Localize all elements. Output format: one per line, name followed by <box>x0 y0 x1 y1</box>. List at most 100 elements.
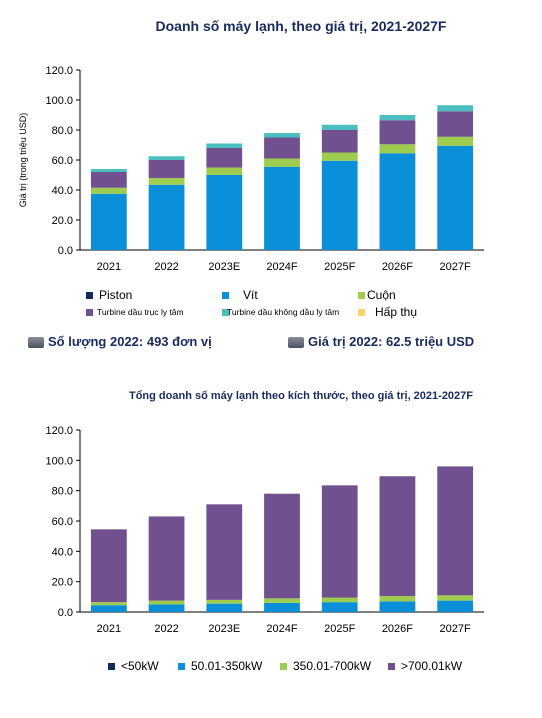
chart2-x-tick-label: 2022 <box>154 623 178 635</box>
chart2-bar-2024F-s1 <box>264 602 300 612</box>
kpi-value-text: Giá trị 2022: 62.5 triệu USD <box>308 334 475 349</box>
chart1-bar-2021-s1 <box>90 193 127 250</box>
chart1-bar-2027F-s4 <box>437 105 474 112</box>
chart2-bar-2025F-s1 <box>321 602 358 612</box>
chart1-bar-2023E-s4 <box>206 143 243 148</box>
chart2-x-tick-label: 2025F <box>324 623 355 635</box>
chart1-bar-2024F-s2 <box>264 158 300 167</box>
chart2-bar-2021-s2 <box>90 602 127 606</box>
chart1-bar-2024F-s1 <box>264 166 300 250</box>
legend-swatch-cuon <box>358 292 365 300</box>
chart2-y-tick-label: 120.0 <box>45 425 73 437</box>
chart1-bar-2027F-s2 <box>437 136 474 146</box>
chart1-bar-2025F-s2 <box>321 152 358 161</box>
legend-label-turbine-truc: Turbine dầu trục ly tâm <box>97 307 184 317</box>
chart2-bar-2022-s2 <box>148 600 185 605</box>
chart2-bar-2023E-s3 <box>206 504 243 600</box>
chart2-bar-2027F-s2 <box>437 595 474 601</box>
chart1-bar-2026F-s3 <box>379 120 416 145</box>
chart2-bar-2025F-s3 <box>321 485 358 598</box>
legend-swatch-50-350 <box>178 663 185 671</box>
chart1-bar-2025F-s1 <box>321 160 358 250</box>
legend-label-cuon: Cuộn <box>367 288 396 302</box>
chart1-bar-2022-s3 <box>148 160 185 178</box>
legend-swatch-turbine-khong-dau <box>222 309 229 317</box>
chart2-x-tick-label: 2023E <box>208 623 240 635</box>
legend-label-lt50: <50kW <box>121 659 159 673</box>
chart1-x-tick-label: 2025F <box>324 261 355 273</box>
chart1-bar-2027F-s1 <box>437 145 474 250</box>
chart1-bar-2025F-s4 <box>321 124 358 130</box>
chart1-bar-2027F-s3 <box>437 111 474 137</box>
legend-item-turbine-truc: Turbine dầu trục ly tâm <box>86 307 184 317</box>
chart1-bar-2022-s1 <box>148 184 185 250</box>
chart2-y-tick-label: 0.0 <box>58 607 73 619</box>
legend-swatch-lt50 <box>108 663 115 671</box>
legend-label-turbine-khong-dau: Turbine dầu không dầu ly tâm <box>227 307 340 317</box>
chart2-bar-2021-s3 <box>90 529 127 603</box>
chart2-y-tick-label: 100.0 <box>45 455 73 467</box>
chart1-bar-2023E-s2 <box>206 167 243 175</box>
chart1-x-tick-label: 2021 <box>97 261 121 273</box>
kpi-value: Giá trị 2022: 62.5 triệu USD <box>288 334 474 349</box>
legend-swatch-hap-thu <box>358 309 365 317</box>
chart1-y-tick-label: 120.0 <box>45 65 73 77</box>
kpi-volume: Số lượng 2022: 493 đơn vị <box>28 334 212 349</box>
chart1-bar-2026F-s4 <box>379 115 416 121</box>
chart1-bar-2026F-s2 <box>379 144 416 154</box>
chart2-x-tick-label: 2021 <box>97 623 121 635</box>
chart2-bar-2024F-s3 <box>264 493 300 599</box>
chart2-bar-2022-s1 <box>148 604 185 612</box>
legend-swatch-vit <box>222 292 229 300</box>
chart2-bar-2027F-s1 <box>437 600 474 612</box>
chart2-bar-2025F-s2 <box>321 597 358 603</box>
chart1-bar-2024F-s3 <box>264 137 300 159</box>
legend-item-piston: Piston <box>86 288 132 302</box>
legend-swatch-piston <box>86 292 93 300</box>
chart2-y-tick-label: 40.0 <box>52 546 73 558</box>
chart2-y-tick-label: 60.0 <box>52 516 73 528</box>
legend-item-350-700: 350.01-700kW <box>280 659 371 673</box>
chart2-bar-2021-s1 <box>90 605 127 612</box>
chart2-title: Tổng doanh số máy lạnh theo kích thước, … <box>128 390 474 402</box>
chart1-y-tick-label: 60.0 <box>52 155 73 167</box>
chart1-x-tick-label: 2023E <box>208 261 240 273</box>
legend-swatch-gt700 <box>388 663 395 671</box>
chart2-bar-2026F-s2 <box>379 596 416 602</box>
legend-item-gt700: >700.01kW <box>388 659 462 673</box>
chart1-x-tick-label: 2027F <box>440 261 471 273</box>
legend-item-lt50: <50kW <box>108 659 159 673</box>
chart2-bar-2023E-s1 <box>206 603 243 612</box>
legend-label-piston: Piston <box>99 288 133 302</box>
chart2-y-tick-label: 20.0 <box>52 577 73 589</box>
legend-item-vit: Vít <box>222 288 258 302</box>
chart2-bar-2026F-s3 <box>379 476 416 597</box>
money-stack-icon <box>288 337 304 349</box>
legend-label-vit: Vít <box>243 288 258 302</box>
chart1-bar-2023E-s3 <box>206 148 243 168</box>
legend-label-50-350: 50.01-350kW <box>191 659 263 673</box>
chart2-bar-2022-s3 <box>148 516 185 601</box>
chart1-bar-2021-s3 <box>90 172 127 188</box>
chart2-bar-2026F-s1 <box>379 601 416 612</box>
chart1-title: Doanh số máy lạnh, theo giá trị, 2021-20… <box>155 18 447 34</box>
chart2-x-tick-label: 2026F <box>382 623 413 635</box>
chart1-plot: 0.0 20.0 40.0 60.0 80.0 100.0 120.0 Giá trị (tr… <box>18 65 484 273</box>
chart1-y-tick-label: 80.0 <box>52 125 73 137</box>
chart1-bar-2025F-s3 <box>321 130 358 153</box>
kpi-volume-text: Số lượng 2022: 493 đơn vị <box>48 334 212 349</box>
chart1-bar-2026F-s1 <box>379 153 416 250</box>
legend-item-turbine-khong-dau: Turbine dầu không dầu ly tâm <box>222 307 339 317</box>
legend-item-50-350: 50.01-350kW <box>178 659 262 673</box>
chart1-y-tick-label: 40.0 <box>52 185 73 197</box>
chart1-bar-2021-s2 <box>90 187 127 194</box>
chart2-y-tick-label: 80.0 <box>52 486 73 498</box>
chart1-bar-2021-s4 <box>90 169 127 172</box>
chart1-y-axis-label: Giá trị (trong triệu USD) <box>18 113 28 208</box>
legend-item-cuon: Cuộn <box>358 288 396 302</box>
chart1-bar-2023E-s1 <box>206 175 243 250</box>
cube-stack-icon <box>28 337 44 349</box>
chart2-plot: 0.0 20.0 40.0 60.0 80.0 100.0 120.0 2021 2022 202… <box>45 425 484 635</box>
chart1-bar-2022-s4 <box>148 156 185 160</box>
chart1-bar-2024F-s4 <box>264 133 300 138</box>
